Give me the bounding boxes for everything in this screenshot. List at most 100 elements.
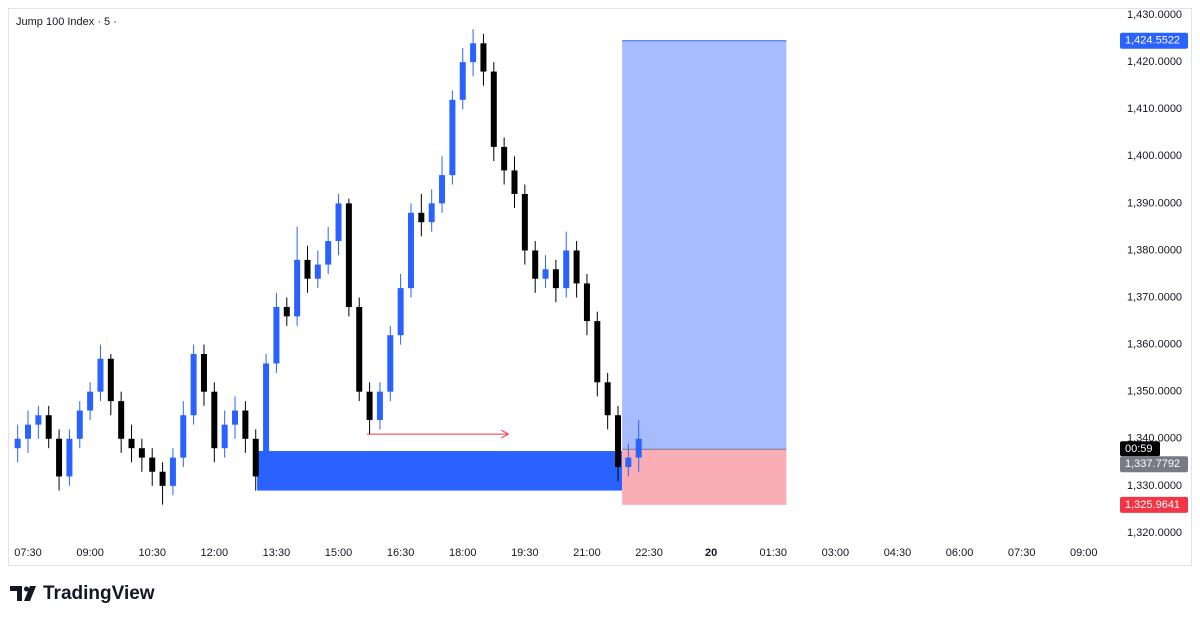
candle-body <box>14 438 21 449</box>
target-price-label-bg <box>1120 32 1188 49</box>
candle-body <box>87 391 94 411</box>
y-tick-label: 1,410.0000 <box>1127 103 1182 115</box>
candle-body <box>76 410 83 439</box>
candle-body <box>397 288 404 336</box>
candle-body <box>128 438 135 449</box>
x-tick-label: 16:30 <box>387 547 415 559</box>
x-tick-label: 06:00 <box>946 547 974 559</box>
loss-area <box>622 449 787 505</box>
candle-body <box>449 99 456 176</box>
candle-body <box>283 306 290 317</box>
x-tick-label: 01:30 <box>759 547 787 559</box>
candle-body <box>604 382 611 416</box>
y-tick-label: 1,370.0000 <box>1127 291 1182 303</box>
candle-body <box>66 438 73 477</box>
candle-body <box>304 259 311 279</box>
x-tick-label: 19:30 <box>511 547 539 559</box>
y-tick-label: 1,320.0000 <box>1127 527 1182 539</box>
candle-body <box>97 358 104 392</box>
entry-price-label-bg <box>1120 456 1188 473</box>
y-tick-label: 1,420.0000 <box>1127 56 1182 68</box>
x-tick-label: 09:00 <box>1070 547 1098 559</box>
y-tick-label: 1,430.0000 <box>1127 9 1182 21</box>
candle-body <box>563 250 570 289</box>
candle-body <box>542 269 549 279</box>
candle-body <box>335 203 342 242</box>
countdown: 00:59 <box>1125 443 1153 455</box>
candle-body <box>511 170 518 194</box>
x-tick-label: 20 <box>705 547 717 559</box>
x-tick-label: 13:30 <box>263 547 291 559</box>
x-tick-label: 21:00 <box>573 547 601 559</box>
candle-body <box>56 438 63 477</box>
candle-body <box>325 241 332 265</box>
x-tick-label: 03:00 <box>822 547 850 559</box>
candle-body <box>25 424 32 439</box>
arrow-head <box>501 429 510 439</box>
candle-body <box>200 354 207 392</box>
candle-body <box>552 269 559 289</box>
candle-body <box>532 250 539 279</box>
candle-body <box>149 457 156 472</box>
candle-body <box>387 335 394 392</box>
x-tick-label: 09:00 <box>76 547 104 559</box>
target-price-label: 1,424.5522 <box>1125 35 1180 47</box>
entry-price-label: 1,337.7792 <box>1125 458 1180 470</box>
candle-body <box>490 71 497 147</box>
candle-body <box>314 264 321 279</box>
y-tick-label: 1,330.0000 <box>1127 480 1182 492</box>
candle-body <box>45 415 52 439</box>
candle-body <box>138 448 145 458</box>
candle-body <box>159 471 166 486</box>
candle-body <box>573 250 580 284</box>
candle-body <box>211 391 218 449</box>
candle-body <box>107 358 114 402</box>
chart-title: Jump 100 Index · 5 · <box>16 16 117 28</box>
candle-body <box>418 212 425 223</box>
y-tick-label: 1,350.0000 <box>1127 386 1182 398</box>
stop-price-label-bg <box>1120 496 1188 513</box>
candle-body <box>470 43 477 63</box>
candle-body <box>625 457 632 468</box>
candle-body <box>263 363 270 477</box>
x-tick-label: 22:30 <box>635 547 663 559</box>
candle-body <box>169 457 176 486</box>
x-tick-label: 04:30 <box>884 547 912 559</box>
candle-body <box>439 175 446 204</box>
candle-body <box>273 306 280 364</box>
x-tick-label: 15:00 <box>325 547 353 559</box>
candle-body <box>345 203 352 307</box>
x-tick-label: 12:00 <box>201 547 229 559</box>
x-tick-label: 18:00 <box>449 547 477 559</box>
chart-frame <box>8 8 1192 566</box>
candle-body <box>428 203 435 223</box>
x-tick-label: 07:30 <box>14 547 42 559</box>
candle-body <box>356 306 363 392</box>
candle-body <box>294 259 301 317</box>
candle-body <box>366 391 373 420</box>
brand-name: TradingView <box>43 583 155 604</box>
x-tick-label: 10:30 <box>138 547 166 559</box>
y-tick-label: 1,400.0000 <box>1127 150 1182 162</box>
y-tick-label: 1,380.0000 <box>1127 244 1182 256</box>
brand-logo <box>10 586 36 601</box>
candle-body <box>180 415 187 458</box>
candle-body <box>118 401 125 439</box>
candle-body <box>635 438 642 458</box>
candle-body <box>376 391 383 420</box>
candle-body <box>501 146 508 171</box>
countdown-bg <box>1120 441 1160 457</box>
stop-price-label: 1,325.9641 <box>1125 499 1180 511</box>
candle-body <box>232 410 239 425</box>
profit-area <box>622 40 787 450</box>
candle-body <box>190 354 197 416</box>
demand-zone <box>257 451 623 491</box>
candle-body <box>35 415 42 425</box>
candle-body <box>521 193 528 251</box>
candle-body <box>221 424 228 449</box>
candle-body <box>242 410 249 439</box>
candle-body <box>614 415 621 468</box>
y-tick-label: 1,360.0000 <box>1127 339 1182 351</box>
x-tick-label: 07:30 <box>1008 547 1036 559</box>
